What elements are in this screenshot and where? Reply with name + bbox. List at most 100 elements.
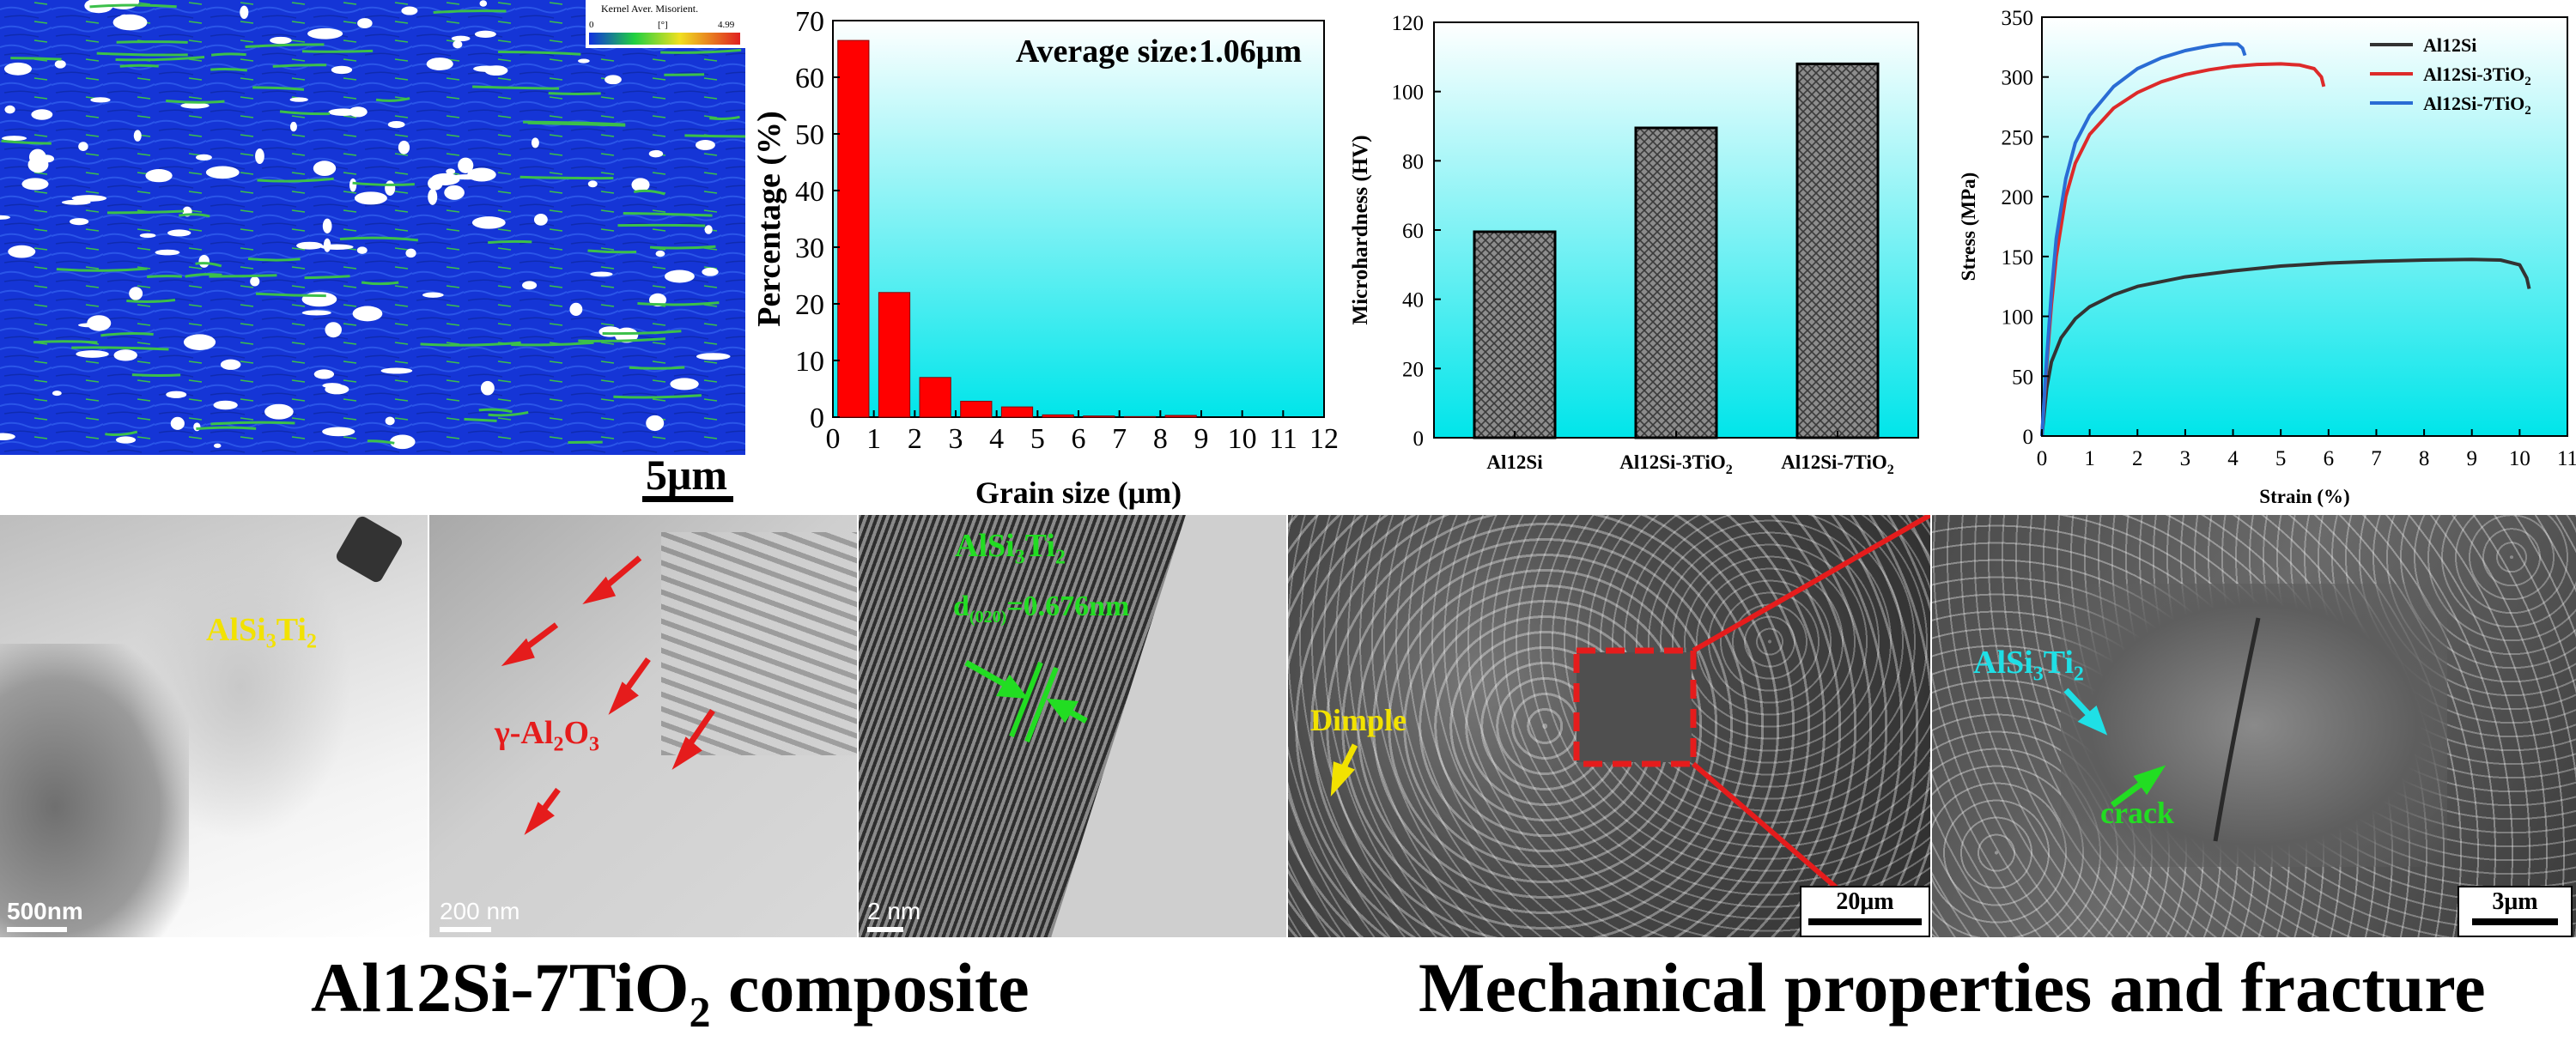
ebsd-boundary bbox=[511, 341, 594, 347]
ebsd-pore bbox=[646, 415, 665, 432]
stress-y-tick-label: 150 bbox=[2002, 246, 2034, 270]
stress-plot-area bbox=[2041, 16, 2568, 437]
hrtem-scale-bar bbox=[867, 927, 903, 932]
ebsd-pore bbox=[270, 36, 292, 45]
sem1-scale-box: 20μm bbox=[1800, 886, 1930, 937]
grain-x-tick-label: 4 bbox=[989, 423, 1004, 455]
grain-y-tick-label: 30 bbox=[795, 233, 824, 264]
ebsd-pore bbox=[119, 14, 130, 20]
ebsd-pore bbox=[587, 180, 598, 188]
ebsd-pore bbox=[322, 383, 343, 389]
ebsd-pore bbox=[155, 249, 180, 256]
hardness-bar bbox=[1634, 126, 1718, 439]
ebsd-pore bbox=[479, 0, 488, 7]
ebsd-pore bbox=[301, 292, 337, 307]
ebsd-pore bbox=[430, 173, 460, 185]
ebsd-pore bbox=[385, 416, 395, 426]
ebsd-boundary bbox=[131, 373, 181, 378]
ebsd-boundary bbox=[433, 9, 507, 14]
ebsd-pore bbox=[655, 250, 665, 257]
ebsd-pore bbox=[323, 238, 331, 252]
ebsd-pore bbox=[8, 245, 36, 258]
stress-x-tick-label: 10 bbox=[2509, 447, 2530, 470]
grain-bar bbox=[919, 377, 951, 418]
grain-bar bbox=[1123, 415, 1157, 418]
ebsd-boundary bbox=[361, 281, 399, 286]
ebsd-pore bbox=[380, 367, 413, 374]
ebsd-pore bbox=[385, 180, 396, 197]
stress-y-tick-label: 200 bbox=[2002, 186, 2034, 209]
ebsd-pore bbox=[90, 97, 111, 103]
ebsd-boundary bbox=[709, 115, 740, 121]
stress-strain-chart: 0 1 2 3 4 5 6 7 8 9 10 11 0 50 100 150 200 250 300 350 Al1… bbox=[1949, 0, 2576, 515]
ebsd-pore bbox=[307, 27, 343, 39]
ebsd-pore bbox=[69, 218, 89, 226]
stress-ylabel: Stress (MPa) bbox=[1958, 173, 1979, 282]
tem1-grain bbox=[129, 532, 352, 841]
hardness-y-tick-label: 40 bbox=[1402, 289, 1424, 312]
ebsd-boundary bbox=[617, 223, 706, 227]
hrtem-image: AlSi3Ti2 d(020)=0.676nm 2 nm bbox=[859, 515, 1286, 937]
ebsd-pore bbox=[213, 443, 222, 448]
tem2-arrows bbox=[501, 555, 715, 835]
hardness-bar bbox=[1473, 230, 1557, 439]
ebsd-pore bbox=[198, 254, 210, 268]
sem-image-2: AlSi3Ti2 crack 3μm bbox=[1932, 515, 2576, 937]
ebsd-scale-label: 5μm bbox=[646, 451, 727, 499]
ebsd-pore bbox=[631, 178, 650, 192]
stress-x-tick-label: 11 bbox=[2557, 447, 2576, 470]
ebsd-pore bbox=[296, 241, 323, 250]
ebsd-pore bbox=[183, 334, 216, 350]
grain-size-chart: 0 1 2 3 4 5 6 7 8 9 10 11 12 0 10 20 30 40 50 60 70 Average… bbox=[747, 0, 1348, 515]
ebsd-boundary bbox=[629, 366, 685, 370]
ebsd-pore bbox=[167, 229, 191, 237]
sem1-dimple-label: Dimple bbox=[1310, 703, 1406, 737]
sem2-scale-label: 3μm bbox=[2492, 888, 2538, 915]
grain-bar bbox=[1164, 415, 1197, 418]
grain-x-tick-label: 11 bbox=[1269, 423, 1297, 455]
ebsd-pore bbox=[401, 6, 418, 15]
ebsd-boundary bbox=[107, 209, 185, 215]
sem2-scale-box: 3μm bbox=[2458, 886, 2573, 937]
ebsd-boundary bbox=[519, 175, 614, 180]
grain-x-tick-label: 1 bbox=[866, 423, 881, 455]
grain-x-tick-label: 2 bbox=[908, 423, 922, 455]
ebsd-boundary bbox=[166, 100, 225, 104]
ebsd-pore bbox=[145, 168, 173, 183]
ebsd-pore bbox=[446, 168, 456, 175]
ebsd-legend-title: Kernel Aver. Misorient. bbox=[601, 3, 698, 15]
grain-x-tick-label: 12 bbox=[1309, 423, 1339, 455]
grain-bar bbox=[960, 401, 993, 418]
grain-bar bbox=[837, 39, 870, 418]
ebsd-pore bbox=[87, 315, 112, 331]
ebsd-boundary bbox=[352, 181, 415, 186]
ebsd-boundary bbox=[649, 245, 716, 250]
hardness-ylabel: Microhardness (HV) bbox=[1349, 135, 1372, 324]
ebsd-boundary bbox=[126, 299, 176, 303]
ebsd-pore bbox=[605, 75, 622, 85]
ebsd-pore bbox=[696, 139, 715, 150]
ebsd-boundary bbox=[210, 52, 246, 57]
tem2-scale-bar bbox=[440, 927, 491, 932]
grain-y-tick-label: 50 bbox=[795, 119, 824, 151]
stress-strain-svg: 0 1 2 3 4 5 6 7 8 9 10 11 0 50 100 150 200 250 300 350 Al1… bbox=[1958, 7, 2576, 507]
ebsd-pore bbox=[331, 65, 353, 75]
grain-y-tick-label: 10 bbox=[795, 346, 824, 378]
stress-y-tick-label: 100 bbox=[2002, 306, 2034, 330]
ebsd-boundary bbox=[115, 55, 205, 62]
grain-annotation: Average size:1.06μm bbox=[1016, 33, 1302, 70]
sem2-scale-bar bbox=[2472, 918, 2558, 925]
grain-x-tick-label: 3 bbox=[949, 423, 963, 455]
ebsd-pore bbox=[113, 349, 137, 361]
ebsd-pore bbox=[704, 225, 713, 234]
stress-y-tick-label: 0 bbox=[2023, 426, 2034, 449]
tem1-scale-label: 500nm bbox=[7, 898, 83, 924]
ebsd-pore bbox=[398, 140, 410, 154]
tem1-scale-bar bbox=[7, 927, 67, 932]
ebsd-pore bbox=[52, 391, 62, 397]
sem-image-1: Dimple 20μm bbox=[1288, 515, 1930, 937]
stress-y-tick-label: 250 bbox=[2002, 126, 2034, 149]
ebsd-boundary bbox=[100, 332, 154, 337]
ebsd-pore bbox=[0, 215, 10, 220]
ebsd-pore bbox=[289, 121, 297, 132]
